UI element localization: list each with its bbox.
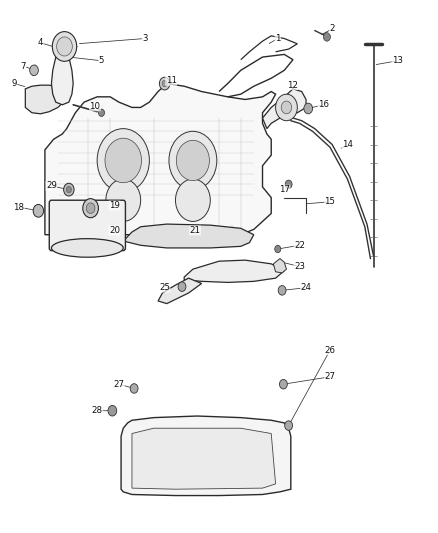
Circle shape xyxy=(278,286,286,295)
Text: 23: 23 xyxy=(294,262,305,271)
Circle shape xyxy=(97,128,149,192)
Text: 24: 24 xyxy=(300,283,311,292)
Circle shape xyxy=(105,138,141,183)
Text: 25: 25 xyxy=(159,283,170,292)
Circle shape xyxy=(57,37,72,56)
Polygon shape xyxy=(158,278,201,304)
Circle shape xyxy=(285,421,293,430)
Circle shape xyxy=(276,94,297,120)
Circle shape xyxy=(52,31,77,61)
Circle shape xyxy=(323,33,330,41)
Text: 12: 12 xyxy=(286,80,297,90)
Circle shape xyxy=(86,203,95,214)
Ellipse shape xyxy=(51,239,123,257)
Circle shape xyxy=(162,80,167,87)
Text: 17: 17 xyxy=(279,185,290,194)
Text: 15: 15 xyxy=(325,197,336,206)
Circle shape xyxy=(178,282,186,292)
Text: 22: 22 xyxy=(294,241,305,250)
Polygon shape xyxy=(262,89,306,128)
Text: 28: 28 xyxy=(92,406,102,415)
Polygon shape xyxy=(51,57,73,105)
Text: 1: 1 xyxy=(275,34,280,43)
Circle shape xyxy=(33,205,44,217)
Polygon shape xyxy=(132,428,276,489)
Text: 21: 21 xyxy=(190,226,201,235)
Polygon shape xyxy=(184,260,284,282)
Text: 11: 11 xyxy=(166,76,177,85)
Circle shape xyxy=(99,109,105,116)
Polygon shape xyxy=(273,259,286,273)
Text: 2: 2 xyxy=(329,25,335,34)
Text: 29: 29 xyxy=(46,181,57,190)
Circle shape xyxy=(285,180,292,189)
Text: 26: 26 xyxy=(325,346,336,355)
Circle shape xyxy=(159,77,170,90)
Circle shape xyxy=(304,103,313,114)
Circle shape xyxy=(279,379,287,389)
Text: 3: 3 xyxy=(142,34,148,43)
Circle shape xyxy=(130,384,138,393)
Text: 18: 18 xyxy=(13,203,24,212)
Text: 20: 20 xyxy=(109,226,120,235)
Text: 27: 27 xyxy=(113,379,124,389)
Polygon shape xyxy=(25,85,64,114)
Text: 19: 19 xyxy=(109,201,120,210)
Circle shape xyxy=(281,101,292,114)
Text: 14: 14 xyxy=(342,140,353,149)
Text: 13: 13 xyxy=(392,56,403,65)
Circle shape xyxy=(64,183,74,196)
Polygon shape xyxy=(45,84,276,237)
Text: 27: 27 xyxy=(325,372,336,381)
Circle shape xyxy=(176,179,210,221)
Text: 10: 10 xyxy=(89,102,100,111)
Polygon shape xyxy=(123,224,254,248)
Text: 4: 4 xyxy=(38,38,43,47)
Circle shape xyxy=(177,140,209,181)
FancyBboxPatch shape xyxy=(49,200,125,251)
Circle shape xyxy=(169,131,217,190)
Circle shape xyxy=(66,187,71,193)
Text: 16: 16 xyxy=(318,100,329,109)
Polygon shape xyxy=(121,416,291,496)
Text: 7: 7 xyxy=(21,62,26,70)
Text: 9: 9 xyxy=(12,79,17,88)
Circle shape xyxy=(275,245,281,253)
Circle shape xyxy=(106,179,141,221)
Text: 5: 5 xyxy=(99,56,104,65)
Circle shape xyxy=(30,65,39,76)
Circle shape xyxy=(83,199,99,217)
Circle shape xyxy=(108,406,117,416)
